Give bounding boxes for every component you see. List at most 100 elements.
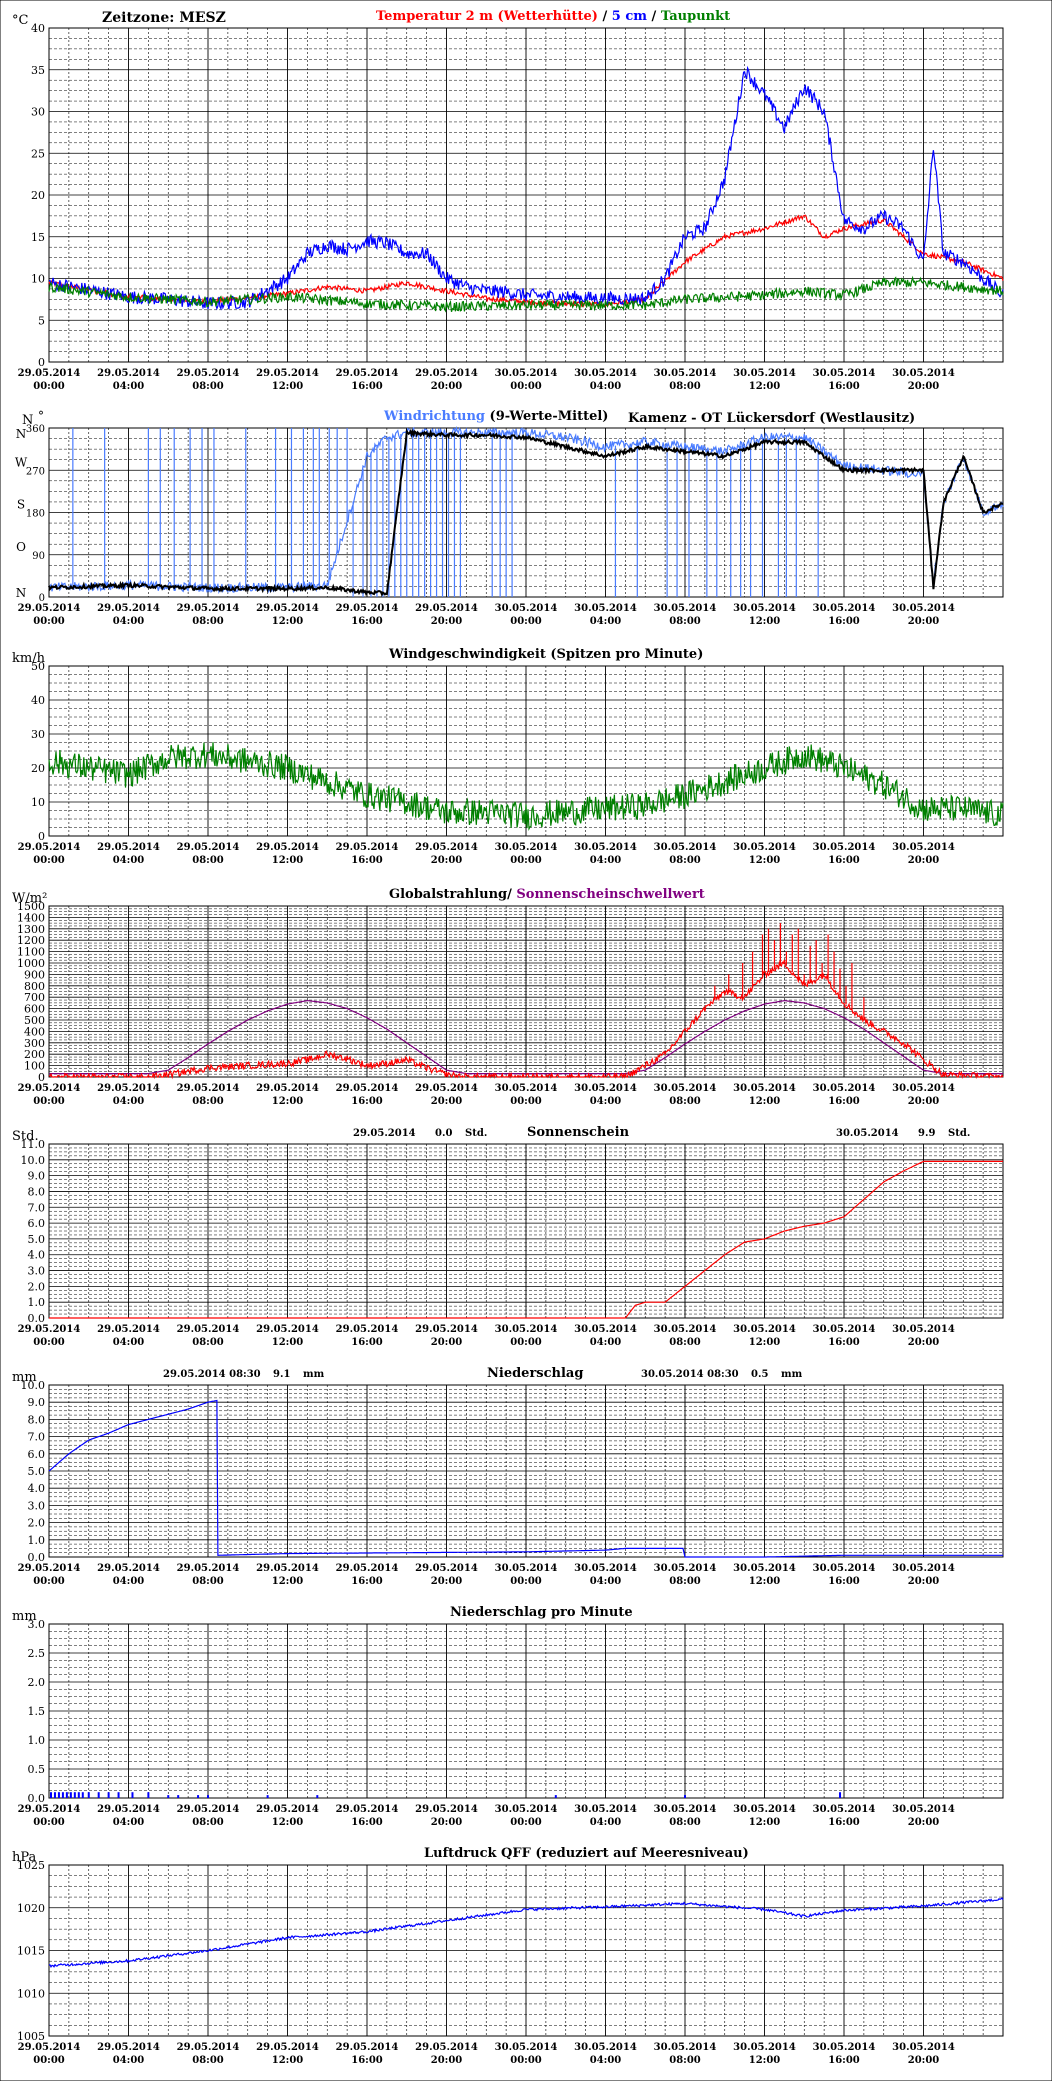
y-tick-label: 0 bbox=[38, 1071, 45, 1084]
y-tick-label: 1020 bbox=[17, 1902, 45, 1915]
x-tick-date: 29.05.2014 bbox=[256, 368, 319, 379]
x-tick-time: 16:00 bbox=[828, 1337, 860, 1348]
y-tick-label: 90 bbox=[32, 551, 45, 562]
x-tick-time: 00:00 bbox=[510, 2055, 542, 2066]
x-tick-time: 08:00 bbox=[192, 616, 224, 627]
x-tick-time: 04:00 bbox=[113, 855, 145, 866]
x-tick-time: 12:00 bbox=[272, 1096, 304, 1107]
x-tick-date: 30.05.2014 bbox=[813, 1324, 876, 1335]
y-tick-label: 1025 bbox=[17, 1859, 45, 1872]
x-tick-time: 00:00 bbox=[33, 1337, 65, 1348]
x-tick-date: 29.05.2014 bbox=[18, 1083, 81, 1094]
x-tick-time: 00:00 bbox=[33, 616, 65, 627]
x-tick-time: 12:00 bbox=[272, 1817, 304, 1828]
x-tick-time: 08:00 bbox=[669, 1337, 701, 1348]
x-tick-date: 29.05.2014 bbox=[97, 603, 160, 614]
y-tick-label: 1400 bbox=[17, 911, 45, 924]
chart-title-part: Niederschlag bbox=[487, 1366, 583, 1381]
compass-label: N bbox=[16, 586, 27, 600]
x-tick-date: 30.05.2014 bbox=[654, 1324, 717, 1335]
x-tick-date: 30.05.2014 bbox=[495, 603, 558, 614]
y-tick-label: 180 bbox=[26, 509, 45, 520]
series-mittel bbox=[48, 428, 1004, 597]
x-tick-time: 04:00 bbox=[590, 616, 622, 627]
y-tick-label: 5 bbox=[38, 314, 45, 327]
y-tick-label: 5.0 bbox=[28, 1233, 46, 1246]
y-tick-label: 1100 bbox=[17, 946, 45, 959]
annotation-value: 0.0 bbox=[435, 1128, 452, 1139]
x-tick-date: 29.05.2014 bbox=[256, 1804, 319, 1815]
x-tick-time: 12:00 bbox=[749, 1576, 781, 1587]
x-tick-date: 29.05.2014 bbox=[177, 603, 240, 614]
x-tick-time: 16:00 bbox=[351, 2055, 383, 2066]
x-tick-time: 20:00 bbox=[908, 381, 940, 392]
x-tick-date: 30.05.2014 bbox=[495, 368, 558, 379]
y-tick-label: 700 bbox=[24, 991, 45, 1004]
x-tick-date: 30.05.2014 bbox=[495, 1563, 558, 1574]
x-tick-date: 30.05.2014 bbox=[733, 368, 796, 379]
x-tick-date: 30.05.2014 bbox=[813, 1083, 876, 1094]
x-tick-time: 16:00 bbox=[828, 2055, 860, 2066]
annotation-unit: mm bbox=[303, 1369, 325, 1380]
y-unit-label: km/h bbox=[12, 651, 46, 666]
x-tick-date: 29.05.2014 bbox=[336, 2042, 399, 2053]
x-tick-date: 30.05.2014 bbox=[733, 1324, 796, 1335]
y-tick-label: 0 bbox=[38, 830, 45, 843]
x-tick-date: 29.05.2014 bbox=[18, 368, 81, 379]
y-tick-label: 1.0 bbox=[28, 1296, 46, 1309]
x-tick-date: 30.05.2014 bbox=[892, 1804, 955, 1815]
y-unit-label: mm bbox=[12, 1609, 37, 1624]
x-tick-date: 30.05.2014 bbox=[574, 1563, 637, 1574]
x-tick-time: 08:00 bbox=[192, 2055, 224, 2066]
compass-label: N bbox=[16, 427, 27, 441]
x-tick-time: 00:00 bbox=[510, 616, 542, 627]
y-tick-label: 3.0 bbox=[28, 1618, 46, 1631]
x-tick-date: 30.05.2014 bbox=[813, 1804, 876, 1815]
x-tick-time: 00:00 bbox=[510, 1817, 542, 1828]
compass-label: W bbox=[15, 455, 28, 469]
y-tick-label: 0 bbox=[38, 356, 45, 369]
x-tick-time: 20:00 bbox=[431, 1096, 463, 1107]
x-tick-date: 29.05.2014 bbox=[177, 368, 240, 379]
y-tick-label: 15 bbox=[31, 231, 45, 244]
x-tick-time: 04:00 bbox=[113, 2055, 145, 2066]
y-tick-label: 6.0 bbox=[28, 1217, 46, 1230]
chart-sunshine: 0.01.02.03.04.05.06.07.08.09.010.011.0St… bbox=[12, 1125, 1004, 1348]
y-tick-label: 10.0 bbox=[21, 1379, 46, 1392]
x-tick-time: 08:00 bbox=[192, 1576, 224, 1587]
chart-temperature: 0 5 10 15 20 25 30 35 40°C 29.05.2014 00:00 29.05.2… bbox=[12, 9, 1004, 392]
x-tick-date: 30.05.2014 bbox=[813, 1563, 876, 1574]
y-tick-label: 10.0 bbox=[21, 1154, 46, 1167]
y-tick-label: 360 bbox=[26, 424, 45, 435]
x-tick-time: 12:00 bbox=[749, 2055, 781, 2066]
x-tick-time: 16:00 bbox=[351, 381, 383, 392]
y-unit-label: mm bbox=[12, 1370, 37, 1385]
x-tick-time: 08:00 bbox=[669, 1576, 701, 1587]
x-tick-date: 30.05.2014 bbox=[574, 1324, 637, 1335]
x-tick-date: 30.05.2014 bbox=[892, 2042, 955, 2053]
y-unit-degree: ° bbox=[38, 409, 44, 423]
x-tick-date: 29.05.2014 bbox=[336, 1324, 399, 1335]
x-tick-date: 29.05.2014 bbox=[336, 842, 399, 853]
chart-title-part: Sonnenscheinschwellwert bbox=[516, 887, 704, 902]
y-tick-label: 1015 bbox=[17, 1945, 45, 1958]
x-tick-date: 29.05.2014 bbox=[336, 1563, 399, 1574]
y-tick-label: 1010 bbox=[17, 1987, 45, 2000]
chart-title: Niederschlag bbox=[487, 1366, 583, 1381]
x-tick-time: 08:00 bbox=[669, 381, 701, 392]
chart-title: Temperatur 2 m (Wetterhütte) / 5 cm / Ta… bbox=[376, 9, 730, 24]
x-tick-date: 29.05.2014 bbox=[18, 603, 81, 614]
annotation-unit: mm bbox=[781, 1369, 803, 1380]
x-tick-time: 08:00 bbox=[192, 1337, 224, 1348]
x-tick-time: 04:00 bbox=[113, 1817, 145, 1828]
x-tick-date: 29.05.2014 bbox=[336, 1083, 399, 1094]
y-tick-label: 1000 bbox=[17, 957, 45, 970]
y-unit-label: hPa bbox=[12, 1850, 37, 1865]
x-tick-date: 29.05.2014 bbox=[415, 842, 478, 853]
annotation-value: 0.5 bbox=[751, 1369, 768, 1380]
x-tick-time: 20:00 bbox=[908, 1576, 940, 1587]
